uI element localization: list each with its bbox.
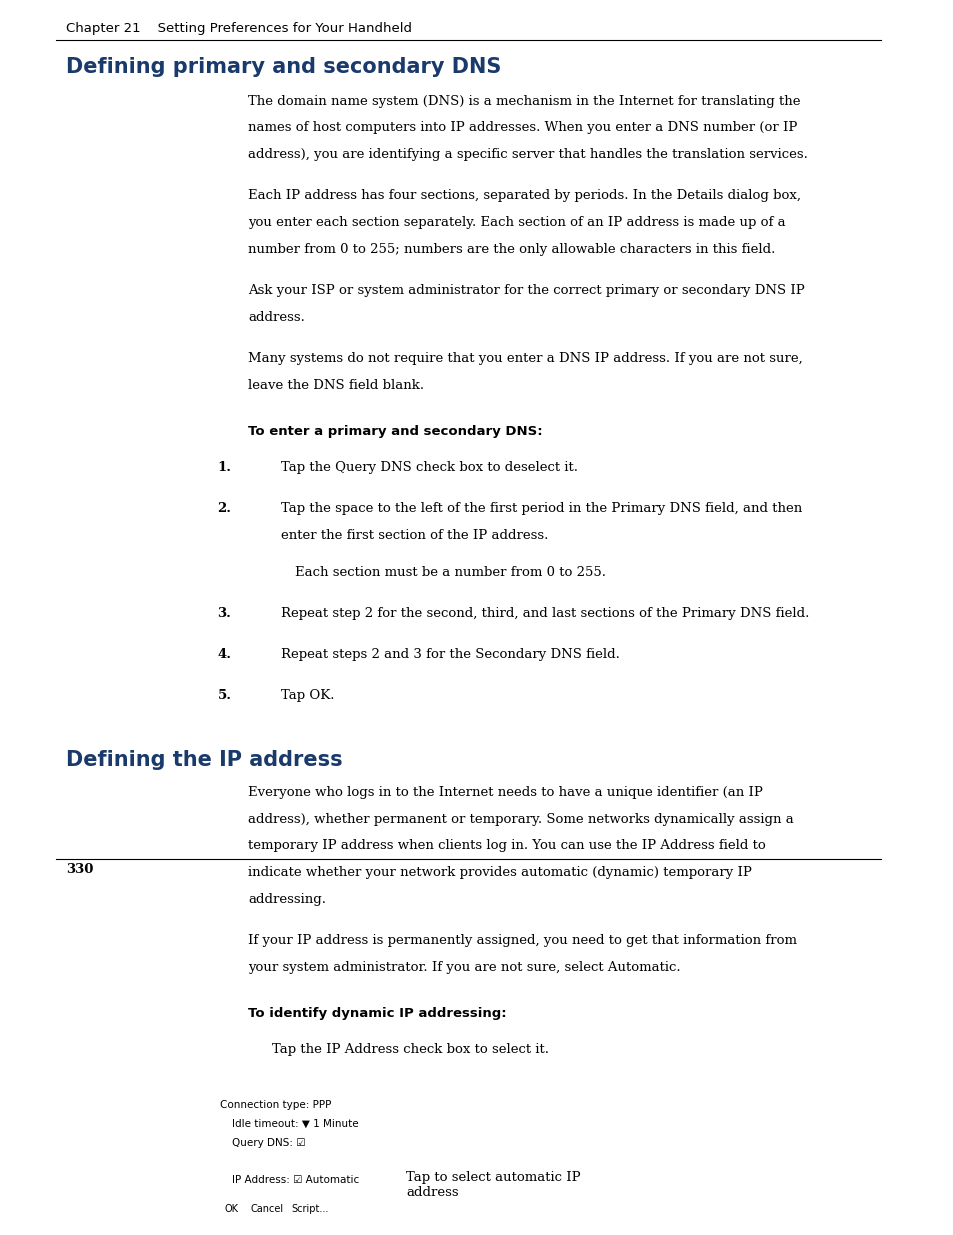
Text: Many systems do not require that you enter a DNS IP address. If you are not sure: Many systems do not require that you ent… — [248, 352, 802, 364]
Text: address.: address. — [248, 311, 305, 324]
Text: address), you are identifying a specific server that handles the translation ser: address), you are identifying a specific… — [248, 148, 807, 162]
Text: your system administrator. If you are not sure, select Automatic.: your system administrator. If you are no… — [248, 961, 680, 973]
Text: names of host computers into IP addresses. When you enter a DNS number (or IP: names of host computers into IP addresse… — [248, 121, 797, 135]
Text: To identify dynamic IP addressing:: To identify dynamic IP addressing: — [248, 1008, 507, 1020]
Text: Details: Details — [253, 1072, 299, 1084]
Text: Tap the Query DNS check box to deselect it.: Tap the Query DNS check box to deselect … — [281, 461, 578, 474]
Text: Everyone who logs in to the Internet needs to have a unique identifier (an IP: Everyone who logs in to the Internet nee… — [248, 785, 762, 799]
Text: 3.: 3. — [217, 608, 232, 620]
Text: addressing.: addressing. — [248, 893, 326, 906]
Text: Query DNS: ☑: Query DNS: ☑ — [232, 1137, 305, 1147]
Text: Repeat step 2 for the second, third, and last sections of the Primary DNS field.: Repeat step 2 for the second, third, and… — [281, 608, 809, 620]
Text: IP Address: ☑ Automatic: IP Address: ☑ Automatic — [232, 1174, 358, 1186]
Text: Tap the IP Address check box to select it.: Tap the IP Address check box to select i… — [272, 1042, 548, 1056]
Text: 330: 330 — [66, 863, 92, 877]
Text: Each section must be a number from 0 to 255.: Each section must be a number from 0 to … — [295, 566, 606, 579]
Text: Ask your ISP or system administrator for the correct primary or secondary DNS IP: Ask your ISP or system administrator for… — [248, 284, 804, 296]
Text: Cancel: Cancel — [251, 1204, 283, 1214]
Text: you enter each section separately. Each section of an IP address is made up of a: you enter each section separately. Each … — [248, 216, 785, 228]
Text: indicate whether your network provides automatic (dynamic) temporary IP: indicate whether your network provides a… — [248, 866, 752, 879]
Text: To enter a primary and secondary DNS:: To enter a primary and secondary DNS: — [248, 425, 542, 438]
Text: Defining the IP address: Defining the IP address — [66, 750, 342, 771]
Text: leave the DNS field blank.: leave the DNS field blank. — [248, 379, 424, 391]
Text: Connection type: PPP: Connection type: PPP — [220, 1100, 332, 1110]
Text: 2.: 2. — [217, 501, 232, 515]
Text: Tap to select automatic IP
address: Tap to select automatic IP address — [406, 1172, 580, 1199]
Bar — [291, 1202, 330, 1216]
Text: OK: OK — [224, 1204, 238, 1214]
Text: Script...: Script... — [292, 1204, 329, 1214]
Text: The domain name system (DNS) is a mechanism in the Internet for translating the: The domain name system (DNS) is a mechan… — [248, 95, 801, 107]
Text: ⓘ: ⓘ — [346, 1072, 353, 1082]
Text: address), whether permanent or temporary. Some networks dynamically assign a: address), whether permanent or temporary… — [248, 813, 793, 825]
Bar — [218, 1202, 244, 1216]
Bar — [213, 1068, 361, 1089]
Bar — [213, 1068, 361, 1221]
Text: 5.: 5. — [217, 689, 232, 703]
Text: Defining primary and secondary DNS: Defining primary and secondary DNS — [66, 57, 500, 77]
Bar — [249, 1202, 285, 1216]
Text: Chapter 21    Setting Preferences for Your Handheld: Chapter 21 Setting Preferences for Your … — [66, 22, 411, 36]
Text: 4.: 4. — [217, 648, 232, 661]
Text: enter the first section of the IP address.: enter the first section of the IP addres… — [281, 529, 548, 542]
Text: Tap OK.: Tap OK. — [281, 689, 335, 703]
Text: 1.: 1. — [217, 461, 232, 474]
Text: Each IP address has four sections, separated by periods. In the Details dialog b: Each IP address has four sections, separ… — [248, 189, 801, 203]
Text: Tap the space to the left of the first period in the Primary DNS field, and then: Tap the space to the left of the first p… — [281, 501, 801, 515]
Text: If your IP address is permanently assigned, you need to get that information fro: If your IP address is permanently assign… — [248, 934, 797, 947]
Text: number from 0 to 255; numbers are the only allowable characters in this field.: number from 0 to 255; numbers are the on… — [248, 243, 775, 256]
Text: temporary IP address when clients log in. You can use the IP Address field to: temporary IP address when clients log in… — [248, 840, 765, 852]
Text: Idle timeout: ▼ 1 Minute: Idle timeout: ▼ 1 Minute — [232, 1119, 357, 1129]
Text: Repeat steps 2 and 3 for the Secondary DNS field.: Repeat steps 2 and 3 for the Secondary D… — [281, 648, 619, 661]
